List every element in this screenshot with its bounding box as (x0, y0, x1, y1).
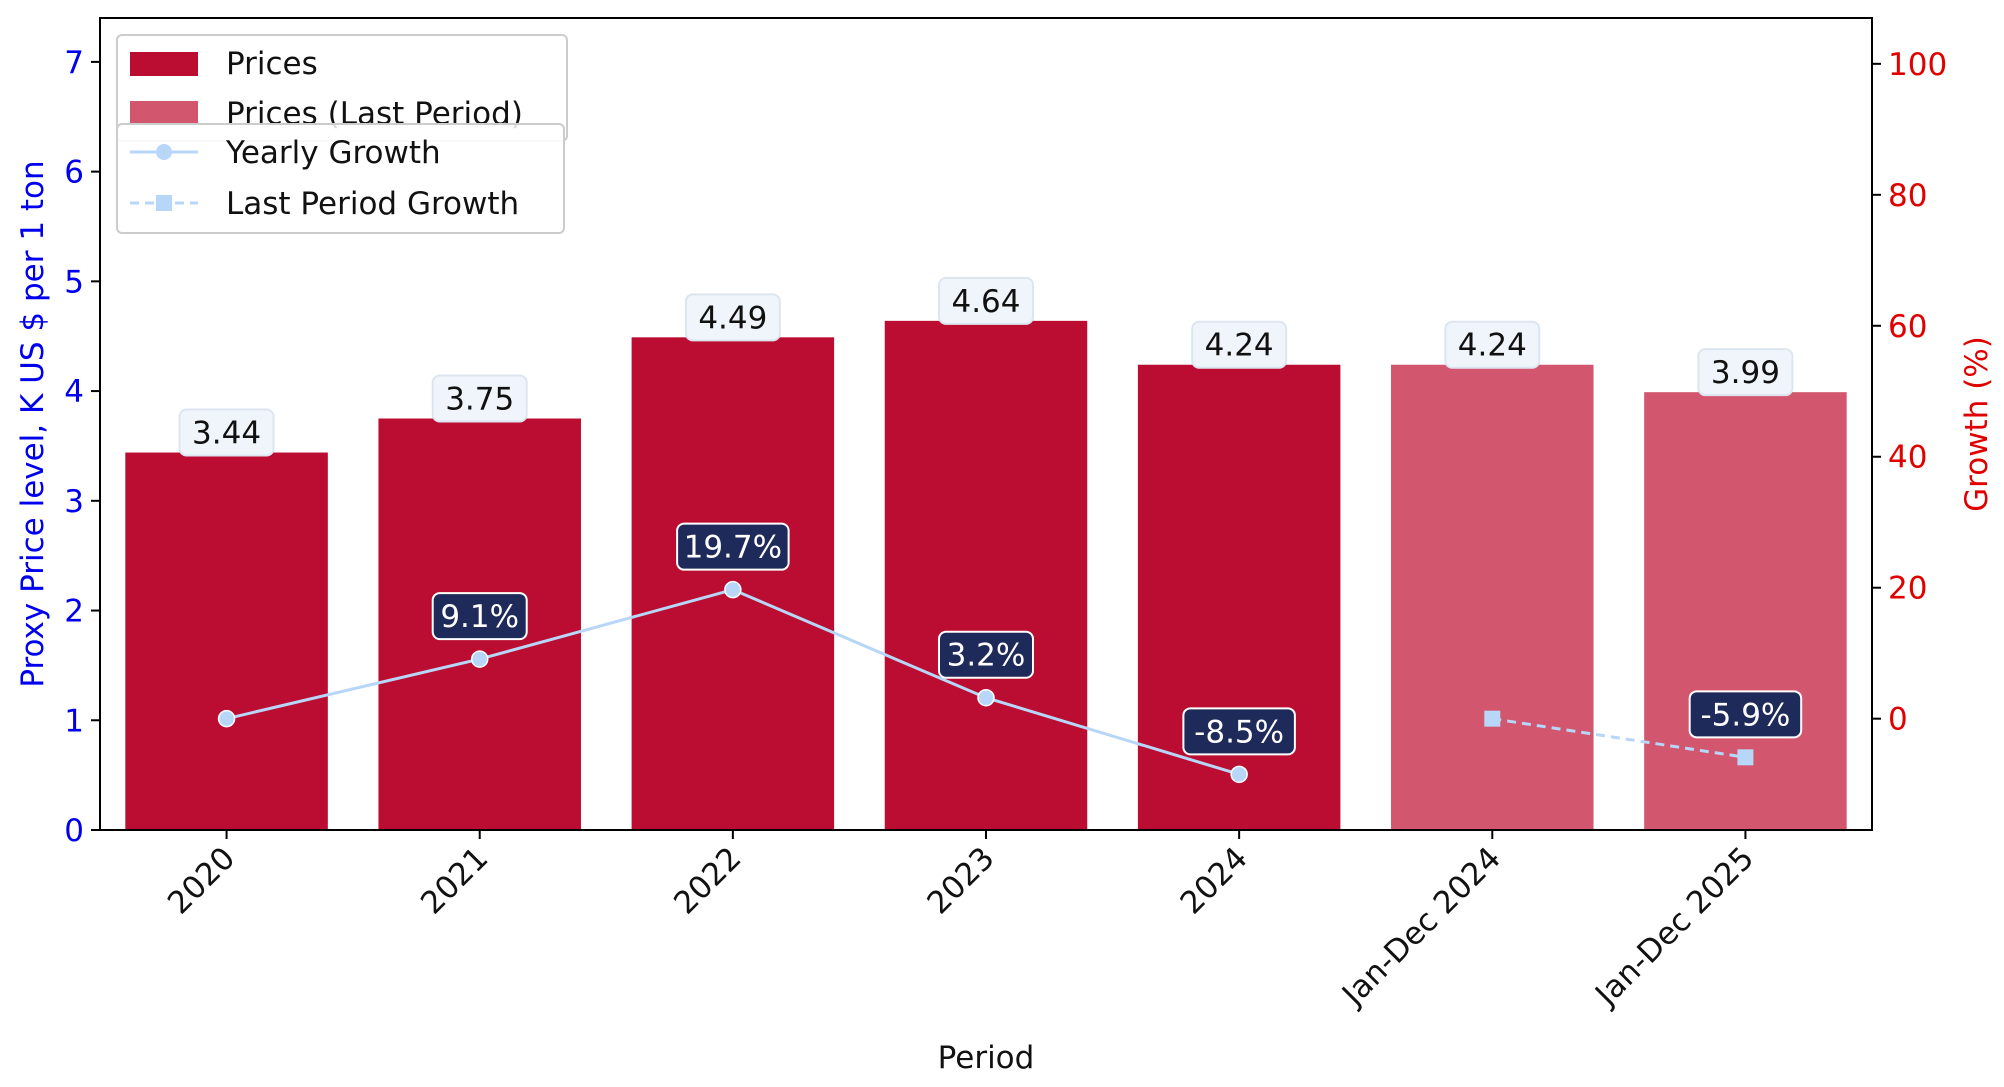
price-label-3: 4.64 (938, 276, 1034, 325)
price-label-0: 3.44 (178, 408, 275, 457)
last-period-price-label-5-box (1444, 320, 1541, 369)
legend-growth-frame (116, 123, 565, 234)
price-label-3-text: 4.64 (951, 284, 1020, 320)
price-label-4: 4.24 (1191, 320, 1288, 369)
legend-swatch-prices-last-period (130, 101, 198, 125)
legend-label-yearly-growth: Yearly Growth (225, 135, 441, 171)
yearly-growth-label-2-text: 19.7% (684, 530, 782, 566)
last-period-price-label-5: 4.24 (1444, 320, 1541, 369)
right-tick-label-0: 0 (1888, 702, 1908, 738)
price-label-3-box (938, 276, 1034, 325)
legend-label-prices: Prices (226, 46, 318, 82)
price-bar-3 (884, 320, 1088, 830)
last-period-price-label-5-text: 4.24 (1458, 328, 1527, 364)
yearly-growth-label-3-text: 3.2% (947, 638, 1026, 674)
left-tick-label-4: 4 (64, 374, 84, 410)
right-tick-label-80: 80 (1888, 178, 1927, 214)
yearly-growth-label-4-text: -8.5% (1194, 714, 1284, 750)
x-tick-label-1: 2021 (414, 840, 495, 921)
legend-swatch-prices (130, 52, 198, 76)
price-label-4-box (1191, 320, 1288, 369)
left-tick-label-0: 0 (64, 813, 84, 849)
yearly-growth-point-2 (724, 580, 742, 599)
left-tick-label-6: 6 (64, 155, 84, 191)
right-axis-title: Growth (%) (1959, 336, 1995, 512)
legend-prices: Prices Prices (Last Period) (116, 34, 568, 142)
last-period-growth-point-6 (1737, 749, 1754, 766)
data-labels-layer: 3.44 3.75 4.49 4.64 4.24 4.24 3.99 9.1% 19.7% 3.2… (178, 276, 1803, 756)
price-label-1-box (431, 374, 528, 423)
left-axis-title: Proxy Price level, K US $ per 1 ton (15, 160, 51, 687)
yearly-growth-label-4-box (1182, 707, 1296, 756)
bars-layer (125, 320, 1847, 830)
price-label-2-box (684, 293, 781, 342)
yearly-growth-label-1-box (431, 592, 528, 641)
last-period-price-bar-5 (1391, 364, 1594, 830)
yearly-growth-label-1: 9.1% (431, 592, 528, 641)
legend-label-last-period-growth: Last Period Growth (226, 186, 519, 222)
x-tick-label-2: 2022 (667, 840, 748, 921)
right-tick-label-20: 20 (1888, 571, 1927, 607)
yearly-growth-label-1-text: 9.1% (440, 599, 519, 635)
left-tick-label-3: 3 (64, 484, 84, 520)
last-period-growth-point-5 (1484, 710, 1501, 727)
right-tick-label-60: 60 (1888, 309, 1927, 345)
x-tick-label-6: Jan-Dec 2025 (1587, 840, 1761, 1014)
last-period-growth-line (1492, 717, 1746, 759)
right-tick-label-100: 100 (1888, 47, 1947, 83)
x-axis-title: Period (938, 1040, 1035, 1076)
left-tick-label-7: 7 (64, 45, 84, 81)
price-label-2: 4.49 (684, 293, 781, 342)
last-period-price-label-6: 3.99 (1697, 348, 1794, 397)
last-period-growth-label-6: -5.9% (1688, 690, 1803, 739)
legend-marker-last-period-growth (156, 195, 172, 211)
last-period-price-label-6-text: 3.99 (1711, 355, 1780, 391)
price-bar-0 (125, 452, 328, 830)
yearly-growth-point-4 (1230, 765, 1248, 784)
yearly-growth-label-2: 19.7% (676, 522, 790, 571)
yearly-growth-label-2-box (676, 522, 790, 571)
price-label-1-text: 3.75 (445, 382, 514, 418)
right-tick-label-40: 40 (1888, 440, 1927, 476)
price-bar-4 (1137, 364, 1341, 830)
price-label-4-text: 4.24 (1205, 328, 1274, 364)
yearly-growth-point-0 (217, 709, 236, 728)
price-label-2-text: 4.49 (698, 300, 767, 336)
last-period-price-label-6-box (1697, 348, 1794, 397)
legend-marker-yearly-growth (156, 144, 172, 160)
left-tick-label-2: 2 (64, 594, 84, 630)
growth-lines-layer (217, 580, 1754, 784)
yearly-growth-label-3-box (938, 630, 1034, 679)
last-period-growth-label-6-box (1688, 690, 1803, 739)
x-tick-label-4: 2024 (1174, 840, 1255, 921)
price-label-0-box (178, 408, 275, 457)
left-tick-label-5: 5 (64, 264, 84, 300)
price-label-1: 3.75 (431, 374, 528, 423)
yearly-growth-point-1 (470, 650, 489, 668)
yearly-growth-label-3: 3.2% (938, 630, 1034, 679)
x-tick-label-5: Jan-Dec 2024 (1334, 840, 1508, 1014)
yearly-growth-label-4: -8.5% (1182, 707, 1296, 756)
x-tick-label-0: 2020 (161, 840, 242, 921)
legend-growth: Yearly Growth Last Period Growth (116, 123, 565, 234)
last-period-growth-label-6-text: -5.9% (1700, 697, 1790, 733)
left-tick-label-1: 1 (64, 703, 84, 739)
x-tick-label-3: 2023 (920, 840, 1001, 921)
yearly-growth-point-3 (977, 688, 995, 707)
price-label-0-text: 3.44 (192, 416, 261, 452)
